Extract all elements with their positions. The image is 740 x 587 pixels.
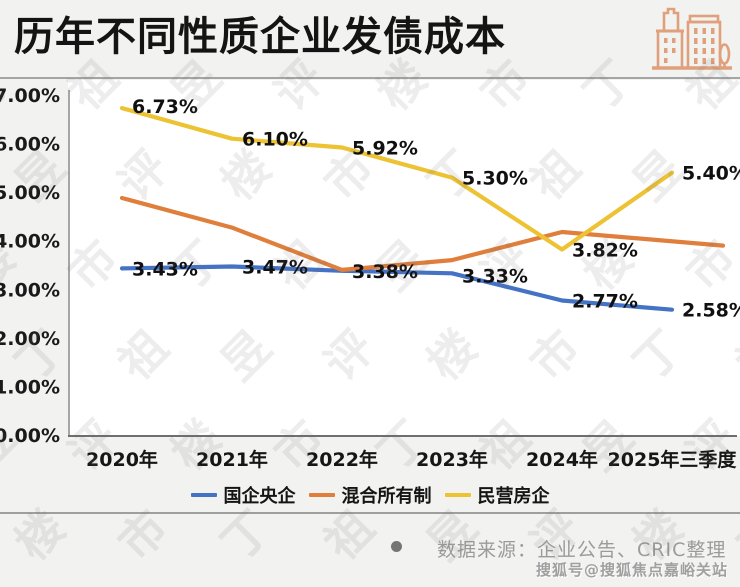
y-tick-label: 6.00% bbox=[0, 134, 60, 156]
legend-item-国企央企: 国企央企 bbox=[190, 482, 296, 508]
building-windows bbox=[664, 28, 715, 64]
data-label: 3.38% bbox=[352, 261, 418, 283]
x-tick-label: 2020年 bbox=[86, 448, 158, 471]
y-tick-label: 3.00% bbox=[0, 279, 60, 301]
watermark-glyph: 市 bbox=[463, 583, 542, 587]
plot-area bbox=[68, 80, 740, 436]
data-label: 3.33% bbox=[462, 265, 528, 287]
series-line-国企央企 bbox=[119, 264, 675, 312]
legend-dash-icon bbox=[308, 493, 335, 497]
x-tick-label: 2023年 bbox=[416, 448, 488, 471]
legend-dash-icon bbox=[190, 493, 217, 497]
legend-label: 混合所有制 bbox=[341, 486, 432, 507]
legend-dash-icon bbox=[444, 493, 471, 497]
y-tick-label: 0.00% bbox=[0, 425, 60, 447]
data-label: 6.10% bbox=[242, 129, 308, 151]
y-tick-label: 4.00% bbox=[0, 231, 60, 253]
legend-label: 民营房企 bbox=[477, 486, 550, 507]
legend-item-混合所有制: 混合所有制 bbox=[308, 482, 432, 508]
watermark-glyph: 楼 bbox=[360, 583, 439, 587]
dot-icon bbox=[391, 541, 402, 552]
data-label: 3.43% bbox=[132, 258, 198, 280]
x-tick-label: 2021年 bbox=[196, 448, 268, 471]
watermark-glyph: 丁 bbox=[566, 583, 645, 587]
tree-icon bbox=[718, 43, 731, 65]
data-source-text: 数据来源：企业公告、CRIC整理 bbox=[437, 539, 727, 561]
watermark-glyph: 评 bbox=[257, 583, 336, 587]
x-tick-label: 2025年三季度 bbox=[608, 448, 738, 471]
data-label: 3.82% bbox=[572, 239, 638, 261]
y-tick-label: 2.00% bbox=[0, 328, 60, 350]
series-line-混合所有制 bbox=[119, 195, 726, 272]
footer: 数据来源：企业公告、CRIC整理 bbox=[0, 535, 740, 561]
sohu-watermark: 搜狐号@搜狐焦点嘉峪关站 bbox=[536, 561, 729, 579]
watermark-glyph: 祖 bbox=[669, 583, 740, 587]
series-line-民营房企 bbox=[119, 105, 675, 252]
tower-outline bbox=[662, 7, 680, 31]
y-tick-label: 7.00% bbox=[0, 85, 60, 107]
page-title: 历年不同性质企业发债成本 bbox=[14, 14, 506, 60]
line-chart: 7.00% 6.00% 5.00% 4.00% 3.00% 2.00% 1.00% 0.00%… bbox=[0, 80, 740, 471]
footer-divider bbox=[0, 512, 740, 514]
watermark-glyph: 祖 bbox=[51, 583, 130, 587]
data-label: 6.73% bbox=[132, 96, 198, 118]
data-label: 5.40% bbox=[682, 163, 740, 185]
x-tick-label: 2024年 bbox=[526, 448, 598, 471]
legend-item-民营房企: 民营房企 bbox=[444, 482, 550, 508]
left-building bbox=[656, 29, 684, 70]
buildings-icon bbox=[652, 7, 732, 70]
data-label: 3.47% bbox=[242, 256, 308, 278]
data-label: 5.92% bbox=[352, 137, 418, 159]
x-tick-label: 2022年 bbox=[306, 448, 378, 471]
data-label: 2.58% bbox=[682, 300, 740, 322]
legend-label: 国企央企 bbox=[223, 486, 296, 507]
header-divider bbox=[0, 77, 740, 79]
y-tick-label: 1.00% bbox=[0, 376, 60, 398]
watermark-glyph: 昱 bbox=[154, 583, 233, 587]
data-label: 5.30% bbox=[462, 168, 528, 190]
y-tick-label: 5.00% bbox=[0, 182, 60, 204]
chart-legend: 国企央企 混合所有制 民营房企 bbox=[0, 482, 740, 508]
data-label: 2.77% bbox=[572, 290, 638, 312]
watermark-glyph: 丁 bbox=[0, 583, 28, 587]
